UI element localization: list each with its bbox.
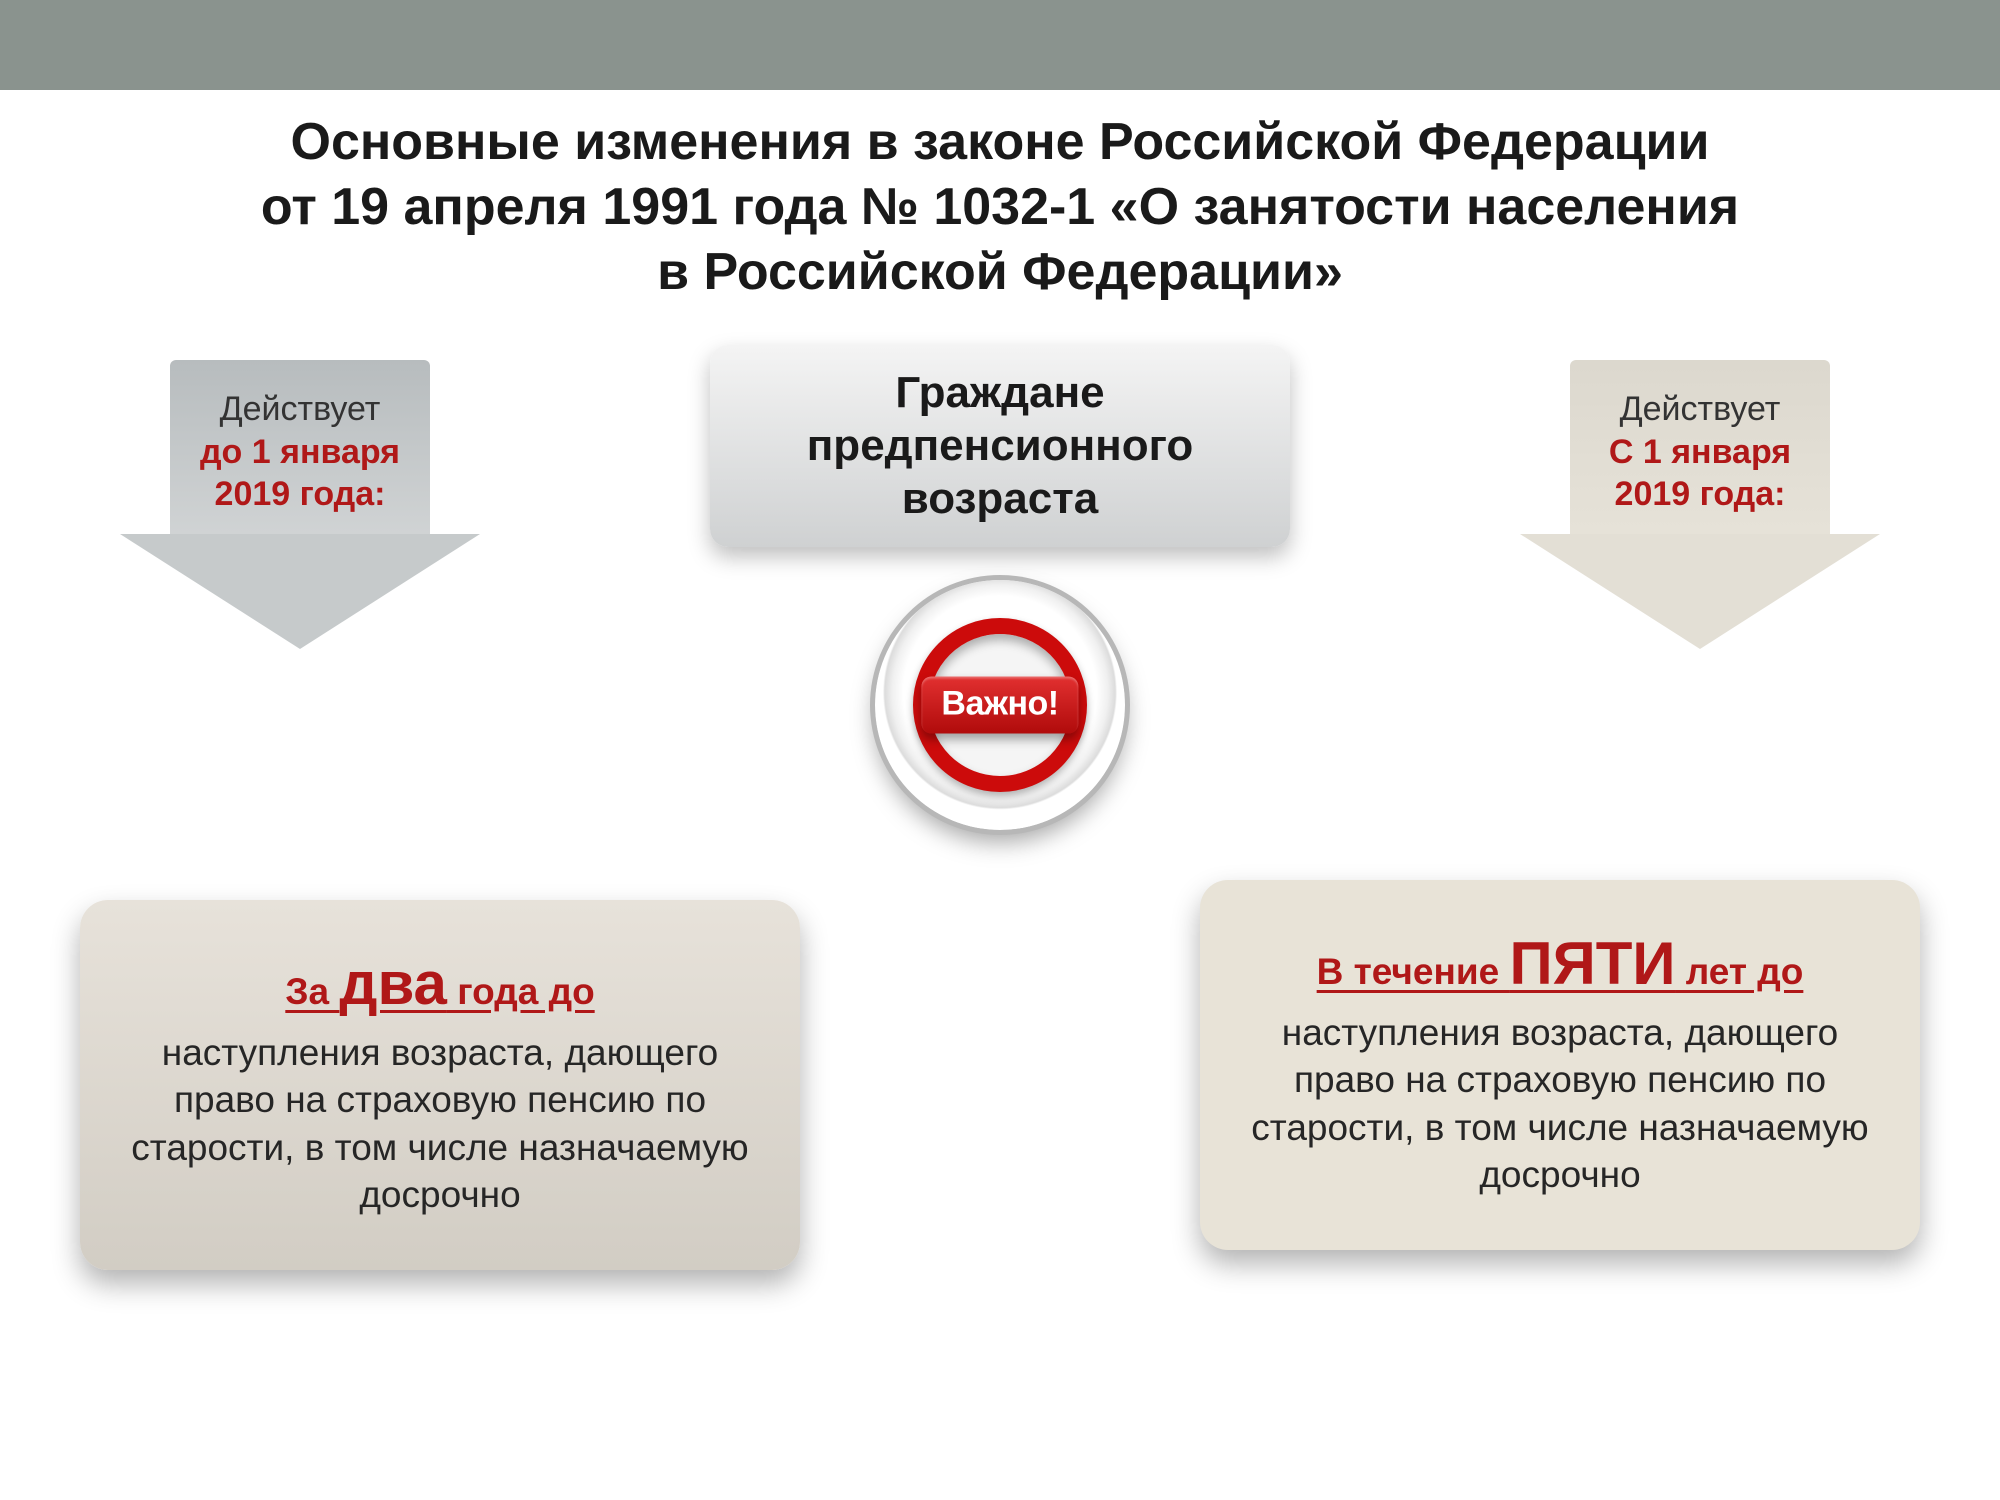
- panel-before-body: наступления возраста, дающего право на с…: [120, 1029, 760, 1218]
- center-category-box: Граждане предпенсионного возраста: [710, 345, 1290, 547]
- arrow-before-line1: Действует: [220, 390, 381, 428]
- arrow-before: Действует до 1 января 2019 года:: [120, 360, 480, 649]
- panel-after-headline: В течение ПЯТИ лет до: [1240, 926, 1880, 1003]
- title-line-2: от 19 апреля 1991 года № 1032-1 «О занят…: [261, 178, 1739, 236]
- arrow-after: Действует С 1 января 2019 года:: [1520, 360, 1880, 649]
- headline-big: два: [339, 950, 447, 1017]
- arrow-before-body: Действует до 1 января 2019 года:: [170, 360, 430, 534]
- important-badge: Важно!: [875, 580, 1125, 830]
- headline-post: лет до: [1675, 951, 1803, 992]
- arrow-after-body: Действует С 1 января 2019 года:: [1570, 360, 1830, 534]
- panel-before: За два года до наступления возраста, даю…: [80, 900, 800, 1270]
- arrow-down-icon: [120, 534, 480, 649]
- badge-label: Важно!: [921, 677, 1078, 734]
- page-title: Основные изменения в законе Российской Ф…: [0, 110, 2000, 305]
- panel-after-body: наступления возраста, дающего право на с…: [1240, 1009, 1880, 1198]
- title-line-1: Основные изменения в законе Российской Ф…: [291, 113, 1710, 171]
- arrow-before-line2: до 1 января: [200, 433, 400, 471]
- center-line2: предпенсионного: [807, 421, 1194, 470]
- title-line-3: в Российской Федерации»: [657, 243, 1343, 301]
- top-bar: [0, 0, 2000, 90]
- center-line1: Граждане: [895, 368, 1104, 417]
- arrow-after-line3: 2019 года:: [1615, 475, 1786, 513]
- arrow-down-icon: [1520, 534, 1880, 649]
- panel-after: В течение ПЯТИ лет до наступления возрас…: [1200, 880, 1920, 1250]
- headline-pre: За: [285, 971, 339, 1012]
- panel-before-headline: За два года до: [120, 946, 760, 1023]
- center-line3: возраста: [902, 474, 1098, 523]
- headline-pre: В течение: [1317, 951, 1510, 992]
- arrow-before-line3: 2019 года:: [215, 475, 386, 513]
- headline-post: года до: [447, 971, 595, 1012]
- arrow-after-line2: С 1 января: [1609, 433, 1791, 471]
- arrow-after-line1: Действует: [1620, 390, 1781, 428]
- headline-big: ПЯТИ: [1509, 930, 1675, 997]
